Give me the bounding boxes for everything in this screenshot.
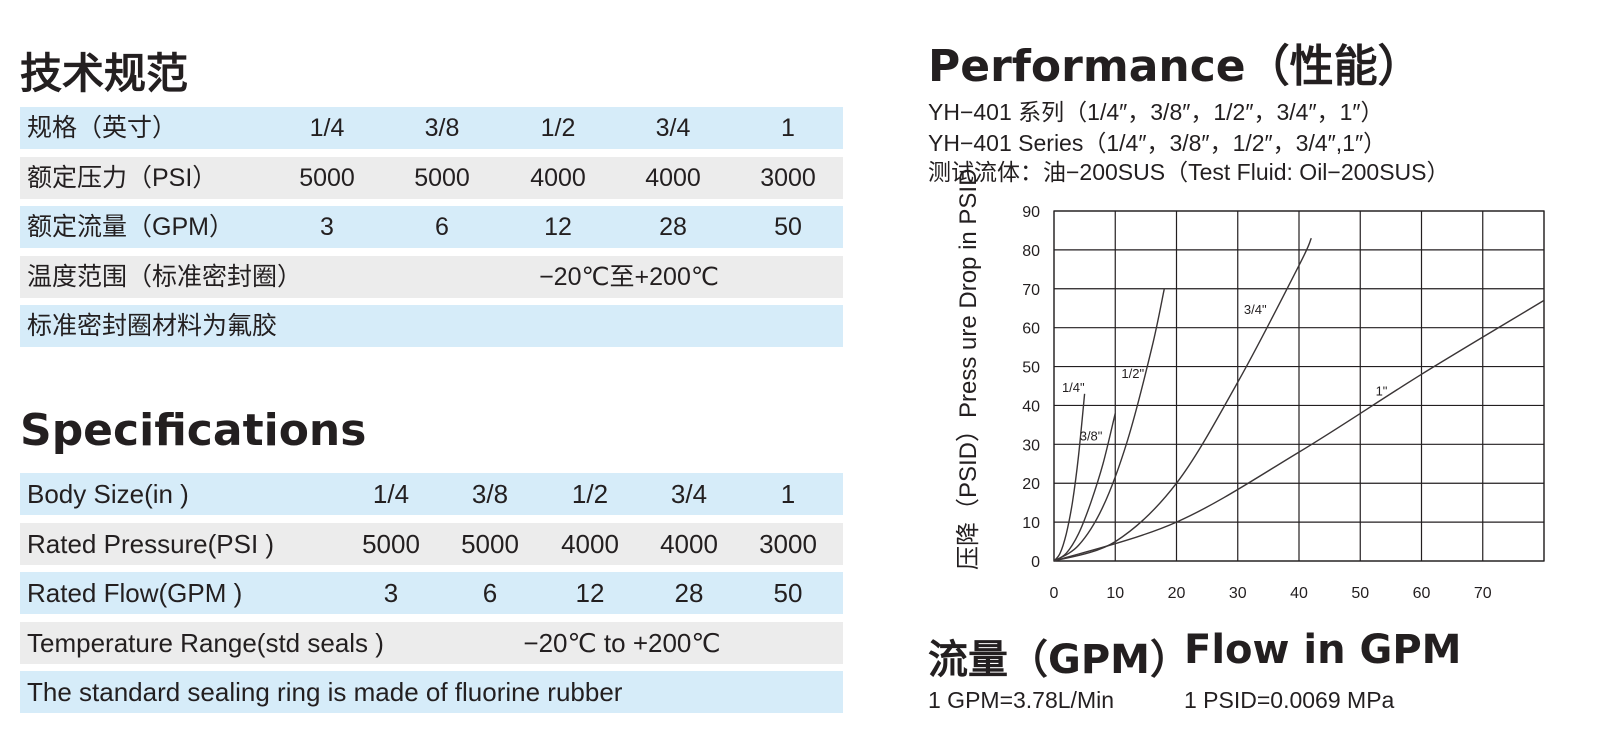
- spec-cn-row-label: 额定压力（PSI）: [27, 163, 218, 192]
- spec-en-cell: 12: [575, 578, 605, 608]
- spec-en-row-label: Body Size(in ): [27, 479, 189, 509]
- series-label: 1/2": [1121, 366, 1144, 381]
- series-label: 1": [1376, 384, 1388, 399]
- specs-cn-table: 规格（英寸） 1/4 3/8 1/2 3/4 1 额定压力（PSI） 5000 5000 4000…: [20, 107, 843, 355]
- spec-cn-cell: 50: [774, 213, 802, 241]
- y-tick-label: 0: [1031, 554, 1040, 571]
- spec-cn-cell: 3000: [760, 163, 816, 192]
- specs-en-table: Body Size(in ) 1/4 3/8 1/2 3/4 1 Rated Pressur…: [20, 473, 843, 721]
- spec-en-cell: 3000: [759, 528, 817, 559]
- spec-en-cell: 1: [780, 479, 796, 509]
- spec-cn-cell: 1: [781, 114, 795, 142]
- spec-cn-row: 温度范围（标准密封圈） −20℃至+200℃: [20, 255, 843, 298]
- series-line-2: [1053, 288, 1165, 562]
- x-tick-label: 0: [1050, 585, 1059, 602]
- spec-en-cell: 4000: [561, 528, 619, 559]
- spec-en-row: Body Size(in ) 1/4 3/8 1/2 3/4 1: [20, 473, 843, 515]
- series-line-1: [1053, 413, 1116, 562]
- series-label: 3/8": [1080, 428, 1103, 443]
- performance-series-en: YH−401 Series（1/4″，3/8″，1/2″，3/4″,1″）: [928, 130, 1387, 156]
- flow-axis-title-en: Flow in GPM: [1184, 627, 1462, 673]
- y-tick-label: 50: [1022, 360, 1040, 377]
- spec-cn-row-label: 规格（英寸）: [27, 114, 178, 142]
- spec-en-span-value: −20℃ to +200℃: [523, 627, 721, 658]
- performance-test-fluid: 测试流体：油−200SUS（Test Fluid: Oil−200SUS）: [928, 159, 1450, 185]
- y-tick-label: 40: [1022, 398, 1040, 415]
- spec-en-cell: 3/8: [471, 479, 509, 509]
- spec-cn-cell: 1/4: [309, 114, 345, 142]
- x-tick-label: 70: [1474, 585, 1492, 602]
- spec-cn-cell: 4000: [645, 163, 701, 192]
- spec-en-cell: 4000: [660, 528, 718, 559]
- spec-cn-cell: 3: [320, 213, 334, 241]
- performance-title: Performance（性能）: [928, 41, 1422, 92]
- flow-axis-title-cn: 流量（GPM）: [928, 637, 1190, 683]
- spec-cn-row: 额定流量（GPM） 3 6 12 28 50: [20, 206, 843, 248]
- spec-en-row-label: Rated Pressure(PSI ): [27, 528, 275, 559]
- spec-cn-cell: 5000: [414, 163, 470, 192]
- spec-en-row: Rated Pressure(PSI ) 5000 5000 4000 4000 3000: [20, 522, 843, 565]
- x-tick-label: 40: [1290, 585, 1308, 602]
- spec-en-row-label: Rated Flow(GPM ): [27, 578, 243, 608]
- performance-series-cn: YH−401 系列（1/4″，3/8″，1/2″，3/4″，1″）: [928, 99, 1384, 125]
- series-line-4: [1053, 299, 1545, 562]
- spec-en-cell: 3/4: [670, 479, 708, 509]
- series-label: 1/4": [1062, 380, 1085, 395]
- series-label: 3/4": [1244, 302, 1267, 317]
- spec-en-row: The standard sealing ring is made of flu…: [20, 671, 843, 713]
- y-tick-label: 20: [1022, 476, 1040, 493]
- spec-cn-cell: 1/2: [540, 114, 576, 142]
- spec-cn-cell: 12: [544, 213, 572, 241]
- spec-en-cell: 50: [773, 578, 803, 608]
- spec-cn-cell: 6: [435, 213, 449, 241]
- series-line-0: [1053, 393, 1086, 562]
- x-tick-label: 60: [1413, 585, 1431, 602]
- series-line-3: [1053, 237, 1312, 562]
- spec-cn-cell: 3/4: [655, 114, 691, 142]
- y-tick-label: 80: [1022, 243, 1040, 260]
- spec-en-cell: 6: [482, 578, 498, 608]
- spec-cn-row: 额定压力（PSI） 5000 5000 4000 4000 3000: [20, 156, 843, 199]
- spec-en-cell: 5000: [362, 528, 420, 559]
- y-tick-label: 10: [1022, 515, 1040, 532]
- spec-en-cell: 5000: [461, 528, 519, 559]
- x-tick-label: 50: [1351, 585, 1369, 602]
- spec-cn-row-label: 标准密封圈材料为氟胶: [27, 312, 278, 340]
- spec-cn-cell: 3/8: [424, 114, 460, 142]
- spec-en-row-label: The standard sealing ring is made of flu…: [27, 677, 623, 707]
- spec-en-cell: 1/2: [571, 479, 609, 509]
- spec-cn-cell: 4000: [530, 163, 586, 192]
- gpm-conversion: 1 GPM=3.78L/Min: [928, 687, 1115, 713]
- psid-conversion: 1 PSID=0.0069 MPa: [1184, 687, 1395, 713]
- y-tick-label: 70: [1022, 282, 1040, 299]
- spec-cn-span-value: −20℃至+200℃: [539, 262, 719, 291]
- spec-cn-row-label: 温度范围（标准密封圈）: [27, 262, 303, 291]
- specs-en-title: Specifications: [20, 405, 367, 456]
- spec-en-cell: 3: [383, 578, 399, 608]
- y-tick-label: 60: [1022, 321, 1040, 338]
- spec-en-row: Temperature Range(std seals ) −20℃ to +20…: [20, 621, 843, 664]
- y-axis-title: 压降（PSID）Press ure Drop in PSID: [955, 169, 982, 570]
- spec-en-row-label: Temperature Range(std seals ): [27, 627, 384, 658]
- spec-en-row: Rated Flow(GPM ) 3 6 12 28 50: [20, 572, 843, 614]
- spec-cn-cell: 28: [659, 213, 687, 241]
- spec-en-cell: 28: [674, 578, 704, 608]
- spec-en-cell: 1/4: [372, 479, 410, 509]
- spec-cn-row: 规格（英寸） 1/4 3/8 1/2 3/4 1: [20, 107, 843, 149]
- spec-cn-row: 标准密封圈材料为氟胶: [20, 305, 843, 347]
- y-tick-label: 30: [1022, 437, 1040, 454]
- x-tick-label: 30: [1229, 585, 1247, 602]
- x-tick-label: 10: [1106, 585, 1124, 602]
- x-tick-label: 20: [1168, 585, 1186, 602]
- spec-cn-cell: 5000: [299, 163, 355, 192]
- y-tick-label: 90: [1022, 204, 1040, 221]
- specs-cn-title: 技术规范: [20, 49, 189, 98]
- spec-cn-row-label: 额定流量（GPM）: [27, 213, 234, 241]
